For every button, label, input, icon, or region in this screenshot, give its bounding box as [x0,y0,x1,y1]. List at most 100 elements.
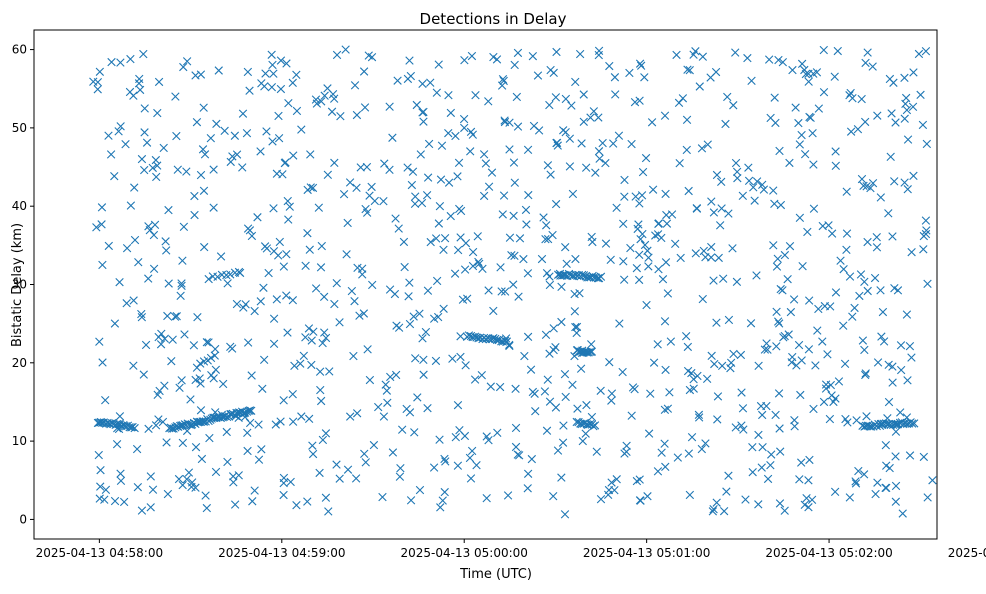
detection-point [881,440,891,450]
detection-point [228,152,237,161]
detection-point [405,408,415,417]
detection-point [456,332,465,341]
detection-point [675,159,684,168]
detection-point [579,90,588,99]
detection-point [343,465,353,474]
detection-point [541,234,550,244]
detection-point [596,494,606,504]
detection-point [207,370,216,380]
detection-point [282,249,291,259]
detection-point [230,500,240,509]
detection-point [703,140,712,149]
detection-point [891,497,901,506]
detection-point [479,191,489,201]
detection-point [435,202,445,211]
detection-point [404,292,413,301]
detection-point [754,500,763,509]
detection-point [526,365,536,374]
detection-point [256,147,265,156]
detection-point [284,99,293,108]
detection-point [204,338,213,347]
detection-point [316,396,326,406]
detection-point [543,234,553,244]
detection-point [325,367,334,376]
detection-point [814,304,823,314]
detection-point [247,231,257,241]
track-detection-point [204,274,213,284]
track-detection-point [96,418,105,427]
detection-point [269,69,278,78]
detection-point [712,170,722,180]
detection-point [440,454,449,464]
detection-point [429,463,439,472]
detection-point [907,247,916,257]
detection-point [682,115,692,125]
detection-point [908,102,918,111]
detection-point [876,193,886,202]
detection-point [319,292,329,302]
detection-point [589,107,599,116]
detection-point [873,111,882,120]
detection-point [179,62,188,72]
detection-point [199,186,209,195]
detection-point [386,372,395,382]
detection-point [760,345,770,354]
detection-point [818,337,827,346]
detection-point [381,380,390,389]
detection-point [167,356,176,366]
detection-point [921,216,931,225]
detection-point [361,204,370,214]
detection-point [529,121,539,131]
detection-point [201,491,210,500]
detection-point [804,503,813,512]
detection-point [96,482,105,491]
detection-point [790,415,799,425]
detection-point [588,237,597,247]
detection-point [878,307,888,317]
chart-title: Detections in Delay [420,10,567,28]
detection-point [766,113,775,123]
detection-point [419,355,428,364]
detection-point [422,191,432,200]
detection-point [707,351,716,361]
detection-point [152,172,161,182]
x-axis-ticks: 2025-04-13 04:58:00 2025-04-13 04:59:00 20… [36,539,986,560]
detection-point [859,181,868,191]
track-detection-point [596,272,606,281]
detection-point [116,122,125,131]
detection-point [619,275,629,284]
detection-point [767,450,776,459]
detection-point [315,468,324,478]
detection-point [830,72,839,81]
detection-point [900,73,909,83]
x-tick-label: 2025-04-13 05:02:00 [765,546,892,560]
detection-point [861,58,870,68]
detection-point [321,429,331,438]
detection-point [653,340,662,349]
detection-point [706,253,716,262]
detection-point [379,197,388,206]
detection-point [317,241,326,251]
detection-point [276,56,286,65]
detection-point [196,406,206,415]
detection-point [410,199,420,209]
detection-point [388,448,398,457]
detection-point [276,417,285,426]
detection-point [572,328,581,338]
detection-point [324,507,333,516]
detection-point [582,400,591,410]
detection-point [320,328,329,337]
detection-point [698,52,708,61]
detection-point [644,262,653,271]
detection-point [222,427,231,437]
detection-point [149,264,159,274]
detection-point [804,77,813,86]
detection-point [804,476,813,485]
detection-point [146,472,155,481]
detection-point [771,410,780,420]
detection-point [630,97,640,107]
detection-point [148,163,157,173]
detection-point [405,56,414,65]
detection-point [509,280,518,289]
